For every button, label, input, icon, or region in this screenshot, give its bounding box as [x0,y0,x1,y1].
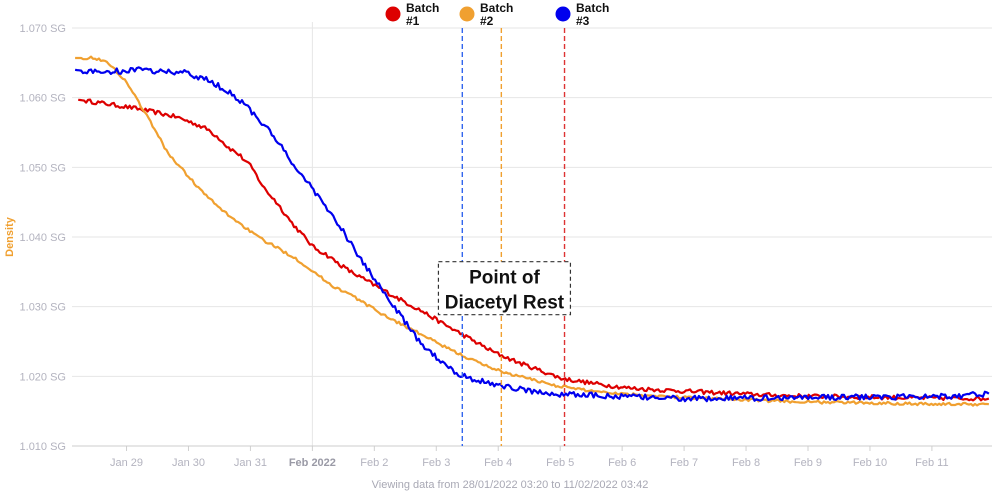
annotation-text: Point of [469,268,540,289]
legend-label: #2 [480,14,494,28]
y-axis-label: Density [4,216,16,257]
legend-label: #3 [576,14,590,28]
x-tick-label: Feb 9 [794,457,822,469]
legend-swatch [459,6,475,22]
y-tick-label: 1.070 SG [20,23,66,35]
diacetyl-annotation: Point of Diacetyl Rest [437,261,572,316]
legend-item-batch-2[interactable]: Batch#2 [459,1,514,28]
x-axis-ticks: Jan 29 Jan 30 Jan 31 Feb 2022 Feb 2 Feb 3 Feb … [110,446,949,469]
y-tick-label: 1.030 SG [20,302,66,314]
x-tick-label: Feb 4 [484,457,512,469]
x-tick-label: Feb 10 [853,457,887,469]
x-tick-label: Jan 29 [110,457,143,469]
legend-item-batch-1[interactable]: Batch#1 [385,1,440,28]
x-tick-label: Feb 5 [546,457,574,469]
y-tick-label: 1.010 SG [20,441,66,453]
y-tick-label: 1.040 SG [20,232,66,244]
series-line-batch-2[interactable] [75,55,990,407]
y-tick-label: 1.050 SG [20,162,66,174]
x-tick-label: Feb 2 [360,457,388,469]
annotation-text: Diacetyl Rest [445,293,565,314]
y-tick-label: 1.060 SG [20,93,66,105]
legend-label: Batch [406,1,439,15]
legend-swatch [385,6,401,22]
x-tick-label: Feb 6 [608,457,636,469]
y-axis-ticks: 1.010 SG 1.020 SG 1.030 SG 1.040 SG 1.050 SG… [20,23,66,453]
series-line-batch-3[interactable] [74,66,990,403]
x-tick-label: Feb 3 [422,457,450,469]
legend-item-batch-3[interactable]: Batch#3 [555,1,610,28]
gridlines [72,22,992,446]
x-tick-label: Feb 8 [732,457,760,469]
marker-lines [461,28,566,446]
annotation-box [437,261,572,316]
x-tick-label: Feb 11 [915,457,948,469]
y-tick-label: 1.020 SG [20,371,66,383]
series-line-batch-1[interactable] [78,98,990,402]
viewing-range-footer: Viewing data from 28/01/2022 03:20 to 11… [372,479,649,491]
legend-label: Batch [576,1,609,15]
x-tick-label: Jan 31 [234,457,267,469]
legend-label: #1 [406,14,420,28]
x-tick-label: Feb 7 [670,457,698,469]
series-lines[interactable] [74,55,990,407]
x-tick-label: Jan 30 [172,457,205,469]
legend-swatch [555,6,571,22]
x-tick-label: Feb 2022 [289,457,336,469]
legend-label: Batch [480,1,513,15]
